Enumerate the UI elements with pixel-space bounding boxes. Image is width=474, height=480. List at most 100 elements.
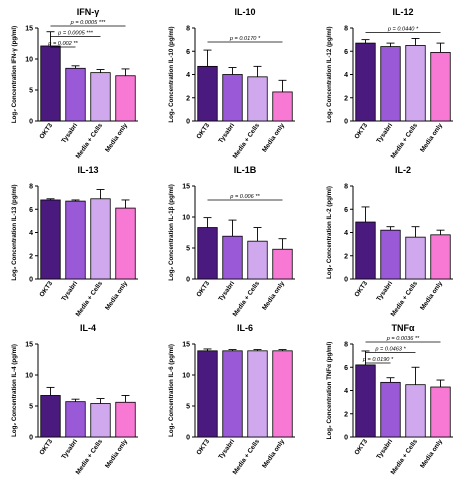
chart-title: IFN-γ [77,7,100,17]
y-tick-label: 8 [344,26,348,33]
chart-title: IL-4 [80,323,96,333]
y-tick-label: 10 [25,57,33,64]
chart-title: IL-12 [392,7,413,17]
y-axis-label: Log₂ Concentration IL-6 (pg/ml) [168,344,175,437]
y-tick-label: 4 [29,230,33,237]
y-tick-label: 0 [344,277,348,284]
y-tick-label: 0 [186,119,190,126]
y-axis-label: Log₂ Concentration IL-4 (pg/ml) [11,344,18,437]
y-tick-label: 10 [25,373,33,380]
bar-okt3 [197,65,218,122]
y-tick-label: 2 [29,253,33,260]
y-axis-label: Log₂ Concentration IL-1β (pg/ml) [168,184,175,281]
x-tick-label: Media + Cells [232,122,262,160]
bar-okt3 [40,199,61,280]
chart-title: IL-6 [237,323,253,333]
x-tick-label: Media + Cells [75,280,105,318]
bar-okt3 [197,227,218,280]
x-tick-label: Media + Cells [75,438,105,475]
x-tick-label: Media only [104,122,129,154]
bar-media-cells [247,76,268,122]
y-tick-label: 8 [344,342,348,349]
y-tick-label: 4 [186,72,190,79]
x-tick-label: OKT3 [353,122,369,141]
x-tick-label: OKT3 [195,438,211,457]
x-tick-label: OKT3 [38,280,54,299]
bar-tysabri [222,350,243,438]
y-tick-label: 2 [344,411,348,418]
bar-okt3 [197,350,218,438]
x-tick-label: Media + Cells [75,122,105,160]
x-tick-label: Media only [104,280,129,312]
chart-panel-2: IL-10 Log₂ Concentration IL-10 (pg/ml) 0 2 4… [168,7,295,160]
bar-media-cells [247,240,268,280]
y-axis-label: Log₂ Concentration IL-13 (pg/ml) [11,184,18,280]
significance-label: p = 0.0440 * [387,26,419,32]
y-tick-label: 10 [182,373,190,380]
bar-okt3 [40,395,61,438]
y-tick-label: 8 [29,184,33,191]
significance-label: p = 0.006 ** [229,194,260,200]
bar-okt3 [355,42,376,122]
bar-media-cells [90,198,111,280]
bar-okt3 [355,364,376,438]
y-tick-label: 0 [344,119,348,126]
y-tick-label: 5 [29,404,33,411]
y-axis-label: Log₂ Concentration IFN-γ (pg/ml) [11,26,18,123]
y-tick-label: 6 [344,49,348,56]
x-tick-label: OKT3 [38,438,54,457]
x-tick-label: Media only [419,122,444,154]
x-tick-label: Tysabri [60,438,79,461]
bar-media-cells [90,72,111,122]
bar-okt3 [355,221,376,280]
x-tick-label: Media + Cells [232,280,262,318]
x-tick-label: Media + Cells [232,438,262,475]
bar-media-only [115,401,136,438]
bar-media-cells [405,384,426,438]
x-tick-label: OKT3 [195,122,211,141]
chart-title: IL-13 [77,165,98,175]
chart-panel-7: IL-4 Log₂ Concentration IL-4 (pg/ml) 0 5 10 1… [11,323,138,476]
y-tick-label: 2 [344,95,348,102]
y-axis-label: Log₂ Concentration IL-12 (pg/ml) [326,26,333,122]
y-axis-label: Log₂ Concentration TNFα (pg/ml) [326,342,333,440]
x-tick-label: Media + Cells [390,122,420,160]
bar-media-only [115,75,136,122]
y-axis-label: Log₂ Concentration IL-10 (pg/ml) [168,26,175,122]
x-tick-label: Media only [261,438,286,470]
bar-media-cells [405,45,426,122]
y-tick-label: 8 [344,184,348,191]
y-tick-label: 5 [186,404,190,411]
y-tick-label: 2 [186,95,190,102]
y-tick-label: 4 [344,72,348,79]
y-axis-label: Log₂ Concentration IL-2 (pg/ml) [326,186,333,279]
y-tick-label: 0 [29,277,33,284]
chart-title: TNFα [391,323,414,333]
y-tick-label: 10 [182,215,190,222]
y-tick-label: 4 [344,388,348,395]
chart-panel-9: TNFα Log₂ Concentration TNFα (pg/ml) 0 2 4 6 8… [326,323,453,476]
chart-panel-5: IL-1B Log₂ Concentration IL-1β (pg/ml) 0 5 1… [168,165,295,318]
x-tick-label: Tysabri [217,280,236,303]
bar-media-cells [247,350,268,438]
x-tick-label: Media only [261,122,286,154]
significance-label: p = 0.0190 * [362,357,394,363]
y-tick-label: 15 [182,184,190,191]
significance-label: p = 0.002 ** [47,41,78,47]
y-tick-label: 4 [344,230,348,237]
chart-panel-8: IL-6 Log₂ Concentration IL-6 (pg/ml) 0 5 10 1… [168,323,295,476]
x-tick-label: OKT3 [353,438,369,457]
x-tick-label: Tysabri [60,280,79,303]
y-tick-label: 0 [186,435,190,442]
y-tick-label: 15 [25,342,33,349]
x-tick-label: Tysabri [375,122,394,145]
bar-media-only [272,350,293,438]
bar-tysabri [380,229,401,280]
chart-panel-3: IL-12 Log₂ Concentration IL-12 (pg/ml) 0 2 4… [326,7,453,160]
y-tick-label: 2 [344,253,348,260]
bar-media-only [272,248,293,280]
bar-okt3 [40,45,61,122]
significance-label: p = 0.0170 * [229,36,261,42]
bar-media-cells [405,236,426,280]
